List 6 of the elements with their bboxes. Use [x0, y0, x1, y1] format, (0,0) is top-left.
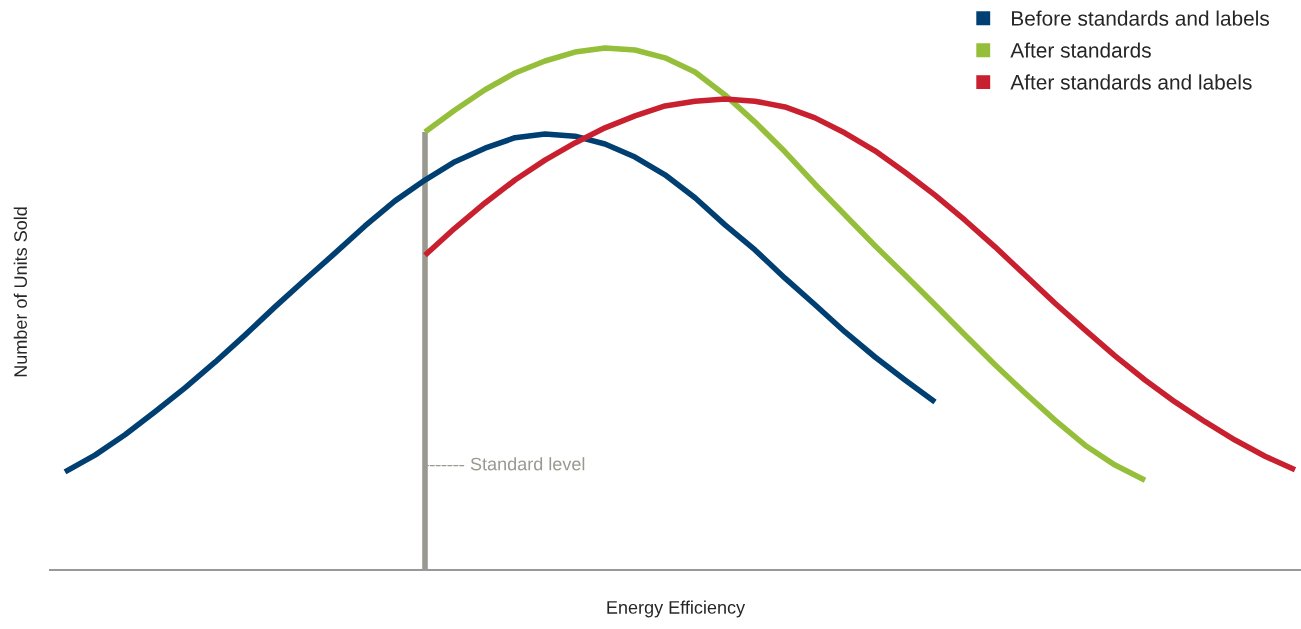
legend-label: After standards: [1010, 42, 1151, 58]
y-axis-title: Number of Units Sold: [13, 207, 27, 377]
legend-label: After standards and labels: [1010, 74, 1252, 90]
annotation: Standard level: [470, 457, 585, 471]
legend-label: Before standards and labels: [1012, 10, 1270, 26]
x-axis-title: Energy Efficiency: [607, 600, 746, 618]
